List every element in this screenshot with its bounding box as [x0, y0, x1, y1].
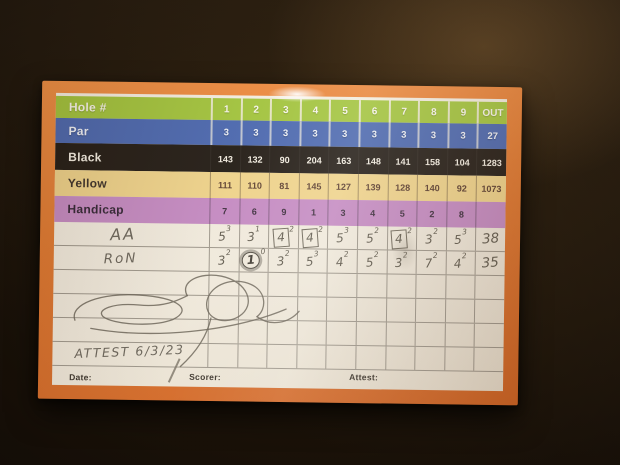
score-cell: 53 [445, 227, 476, 251]
handicap-cells: 7 6 9 1 3 4 5 2 8 [209, 198, 506, 229]
cell: 3 [299, 121, 330, 147]
score-cell: 32 [416, 227, 446, 251]
scorecard: Hole # 1 2 3 4 5 6 7 8 9 OUT Par [37, 80, 523, 406]
cell: 1 [210, 98, 241, 121]
date-label: Date: [69, 372, 92, 383]
score-cell: 31 [238, 224, 269, 248]
player-name-cell: AA [54, 222, 209, 247]
yellow-row-label: Yellow [67, 176, 108, 191]
cell: 2 [416, 200, 447, 228]
score-grid: AA 53 31 42 42 53 52 42 32 53 38 RoN [52, 221, 506, 373]
cell-out: OUT [477, 101, 507, 125]
cell: 5 [329, 99, 359, 123]
yellow-cells: 111 110 81 145 127 139 128 140 92 1073 [209, 172, 506, 203]
score-cell: 32 [208, 248, 239, 272]
cell: 90 [269, 145, 300, 174]
cell: 141 [387, 147, 418, 175]
cell: 6 [358, 100, 389, 123]
cell: 81 [268, 172, 299, 200]
cell: 7 [388, 100, 419, 123]
cell: 3 [210, 120, 241, 146]
cell: 148 [357, 147, 388, 175]
cell-out: 1073 [475, 175, 506, 203]
score-cell: 72 [415, 251, 446, 275]
total-cell: 38 [475, 227, 506, 252]
cell-out: 1283 [476, 148, 507, 177]
cell: 8 [417, 100, 448, 124]
score-cell: 52 [356, 250, 387, 274]
score-cell: 42 [445, 251, 476, 275]
cell: 204 [298, 146, 329, 174]
cell: 9 [268, 198, 299, 226]
player-name: RoN [103, 249, 138, 267]
cell: 110 [239, 172, 270, 199]
cell: 163 [328, 146, 359, 175]
score-cell: 52 [356, 226, 387, 250]
cell: 3 [387, 122, 418, 148]
cell: 5 [386, 200, 417, 227]
cell: 145 [298, 173, 329, 200]
cell: 158 [417, 147, 448, 176]
total-cell: 35 [474, 251, 505, 276]
cell: 104 [446, 148, 477, 176]
cell: 128 [387, 174, 418, 201]
scorecard-paper: Hole # 1 2 3 4 5 6 7 8 9 OUT Par [51, 92, 508, 392]
cell: 9 [447, 101, 478, 124]
hole-row-label: Hole # [68, 100, 107, 115]
score-cell: 42 [326, 249, 357, 274]
signature-scribble [73, 274, 300, 368]
cell: 3 [269, 120, 300, 147]
cell: 143 [209, 145, 240, 173]
score-cell: 53 [327, 225, 358, 250]
par-row-label: Par [68, 123, 89, 138]
handicap-row-label: Handicap [67, 202, 124, 217]
cell: 92 [446, 175, 477, 202]
score-cell: 53 [297, 249, 328, 273]
cell: 3 [239, 120, 270, 146]
cell: 4 [299, 99, 330, 122]
score-cell: 32 [267, 249, 298, 273]
score-cell-hole-in-one: 10 [238, 247, 269, 272]
attest-label: Attest: [349, 371, 379, 383]
cell: 132 [239, 145, 270, 173]
scorer-label: Scorer: [189, 371, 222, 383]
cell-out: 27 [476, 123, 507, 150]
player-name: AA [109, 224, 137, 245]
cell: 139 [357, 174, 388, 201]
cell: 3 [358, 122, 389, 148]
black-cells: 143 132 90 204 163 148 141 158 104 1283 [209, 145, 507, 177]
cell: 3 [327, 199, 358, 227]
cell: 3 [328, 121, 359, 148]
cell: 127 [327, 173, 358, 201]
black-row-label: Black [68, 149, 102, 165]
cell: 4 [357, 200, 388, 227]
cell: 3 [417, 122, 448, 149]
cell: 2 [240, 98, 271, 121]
score-cell: 42 [268, 224, 299, 249]
cell-out [475, 201, 506, 229]
cell: 111 [209, 172, 240, 199]
cell: 140 [416, 174, 447, 202]
cell: 1 [298, 199, 328, 226]
cell: 7 [209, 198, 240, 225]
cell: 8 [445, 201, 476, 228]
paper-smudge [391, 230, 419, 271]
score-cell: 42 [297, 225, 328, 249]
cell: 3 [447, 123, 478, 149]
score-cell: 53 [208, 224, 239, 248]
cell: 6 [238, 198, 269, 225]
